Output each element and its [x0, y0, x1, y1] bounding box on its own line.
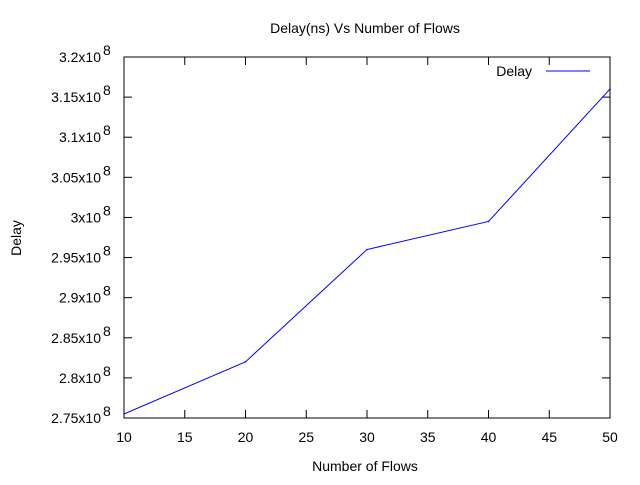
y-tick-label: 3x10: [71, 209, 102, 225]
y-tick-exponent: 8: [103, 122, 111, 138]
y-tick-label: 3.2x10: [59, 49, 101, 65]
y-tick-label: 2.85x10: [51, 330, 101, 346]
x-tick-label: 20: [238, 429, 254, 445]
data-point: [487, 220, 490, 223]
x-axis-label: Number of Flows: [312, 458, 418, 474]
x-tick-label: 45: [541, 429, 557, 445]
y-tick-exponent: 8: [103, 42, 111, 58]
y-tick-exponent: 8: [103, 162, 111, 178]
x-tick-label: 50: [602, 429, 618, 445]
x-tick-label: 15: [177, 429, 193, 445]
y-tick-label: 2.8x10: [59, 370, 101, 386]
y-axis: 2.75x10 82.8x10 82.85x10 82.9x10 82.95x10 83x…: [51, 42, 610, 426]
y-tick-label: 3.1x10: [59, 129, 101, 145]
y-tick-label: 2.75x10: [51, 410, 101, 426]
y-tick-exponent: 8: [103, 403, 111, 419]
y-tick-exponent: 8: [103, 323, 111, 339]
legend-label: Delay: [496, 63, 532, 79]
data-point: [366, 248, 368, 251]
data-point: [609, 88, 611, 90]
series-line: [123, 88, 611, 415]
y-tick-exponent: 8: [103, 82, 111, 98]
y-tick-label: 2.95x10: [51, 250, 101, 266]
y-tick-exponent: 8: [103, 243, 111, 259]
y-tick-exponent: 8: [103, 363, 111, 379]
y-tick-label: 2.9x10: [59, 290, 101, 306]
x-tick-label: 10: [116, 429, 132, 445]
x-tick-label: 30: [359, 429, 375, 445]
data-point: [123, 413, 125, 415]
series-layer: [123, 88, 611, 415]
chart-title: Delay(ns) Vs Number of Flows: [270, 20, 460, 36]
plot-frame: [123, 56, 611, 419]
x-tick-label: 35: [420, 429, 436, 445]
x-tick-label: 40: [481, 429, 497, 445]
y-axis-label: Delay: [8, 220, 24, 256]
y-tick-label: 3.05x10: [51, 169, 101, 185]
y-tick-exponent: 8: [103, 202, 111, 218]
x-tick-label: 25: [298, 429, 314, 445]
y-tick-label: 3.15x10: [51, 89, 101, 105]
legend: Delay: [496, 63, 590, 79]
data-point: [244, 361, 247, 363]
y-tick-exponent: 8: [103, 283, 111, 299]
x-axis: 10 15 20 25 30 35 40 45 50: [116, 57, 618, 445]
